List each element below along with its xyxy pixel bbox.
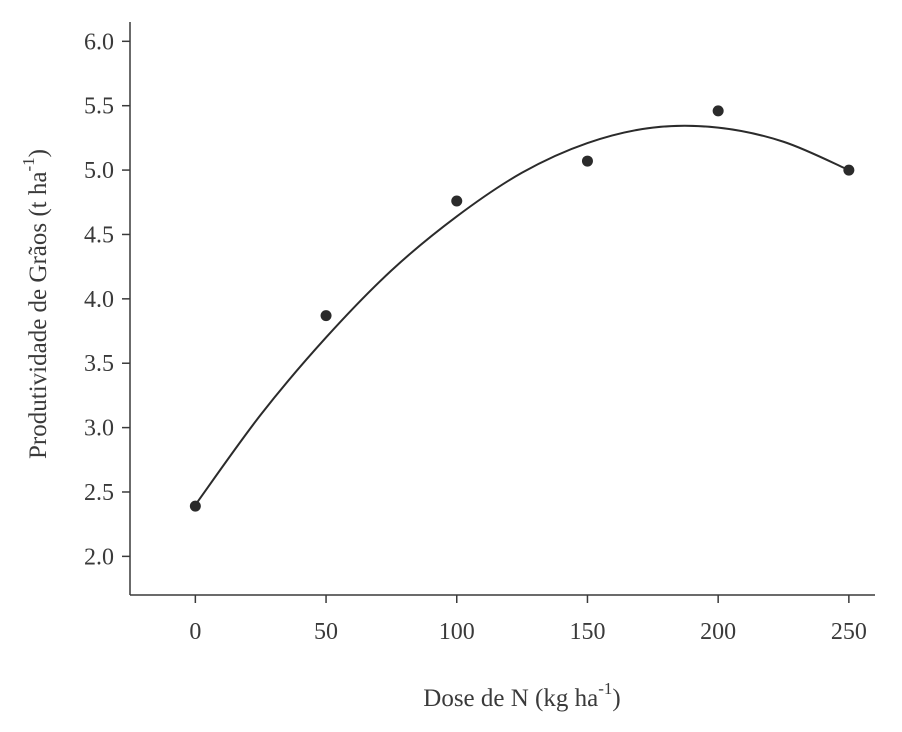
y-axis-title: Produtividade de Grãos (t ha-1) bbox=[19, 149, 52, 459]
plot-axes bbox=[129, 22, 875, 596]
x-tick-label: 100 bbox=[439, 619, 475, 645]
x-axis-title-superscript: -1 bbox=[598, 679, 612, 698]
y-tick-label: 2.5 bbox=[84, 480, 114, 506]
y-tick-label: 5.5 bbox=[84, 94, 114, 120]
y-axis-title-close: ) bbox=[25, 149, 52, 157]
x-axis-title-close: ) bbox=[612, 685, 620, 712]
y-axis-title-text: Produtividade de Grãos (t ha bbox=[25, 172, 52, 459]
data-point bbox=[712, 105, 724, 117]
y-tick-label: 4.0 bbox=[84, 287, 114, 313]
y-tick-label: 6.0 bbox=[84, 29, 114, 55]
x-tick-label: 50 bbox=[314, 619, 338, 645]
data-point bbox=[581, 155, 593, 167]
x-tick-label: 250 bbox=[831, 619, 867, 645]
y-tick-label: 2.0 bbox=[84, 544, 114, 570]
y-ticks: 2.0 2.5 3.0 3.5 4.0 4.5 5.0 5.5 6.0 bbox=[84, 29, 130, 570]
data-point bbox=[451, 195, 463, 207]
x-ticks: 0 50 100 150 200 250 bbox=[189, 595, 867, 645]
x-tick-label: 200 bbox=[700, 619, 736, 645]
series-layer bbox=[189, 105, 855, 512]
x-tick-label: 0 bbox=[189, 619, 201, 645]
data-point bbox=[189, 500, 201, 512]
data-point bbox=[843, 164, 855, 176]
x-axis-title: Dose de N (kg ha-1) bbox=[423, 679, 620, 712]
x-tick-label: 150 bbox=[569, 619, 605, 645]
x-axis-title-text: Dose de N (kg ha bbox=[423, 685, 598, 712]
y-tick-label: 5.0 bbox=[84, 158, 114, 184]
y-tick-label: 4.5 bbox=[84, 222, 114, 248]
fitted-curve bbox=[194, 124, 850, 506]
y-axis-title-superscript: -1 bbox=[19, 157, 38, 171]
data-point bbox=[320, 310, 332, 322]
y-tick-label: 3.5 bbox=[84, 351, 114, 377]
y-tick-label: 3.0 bbox=[84, 416, 114, 442]
